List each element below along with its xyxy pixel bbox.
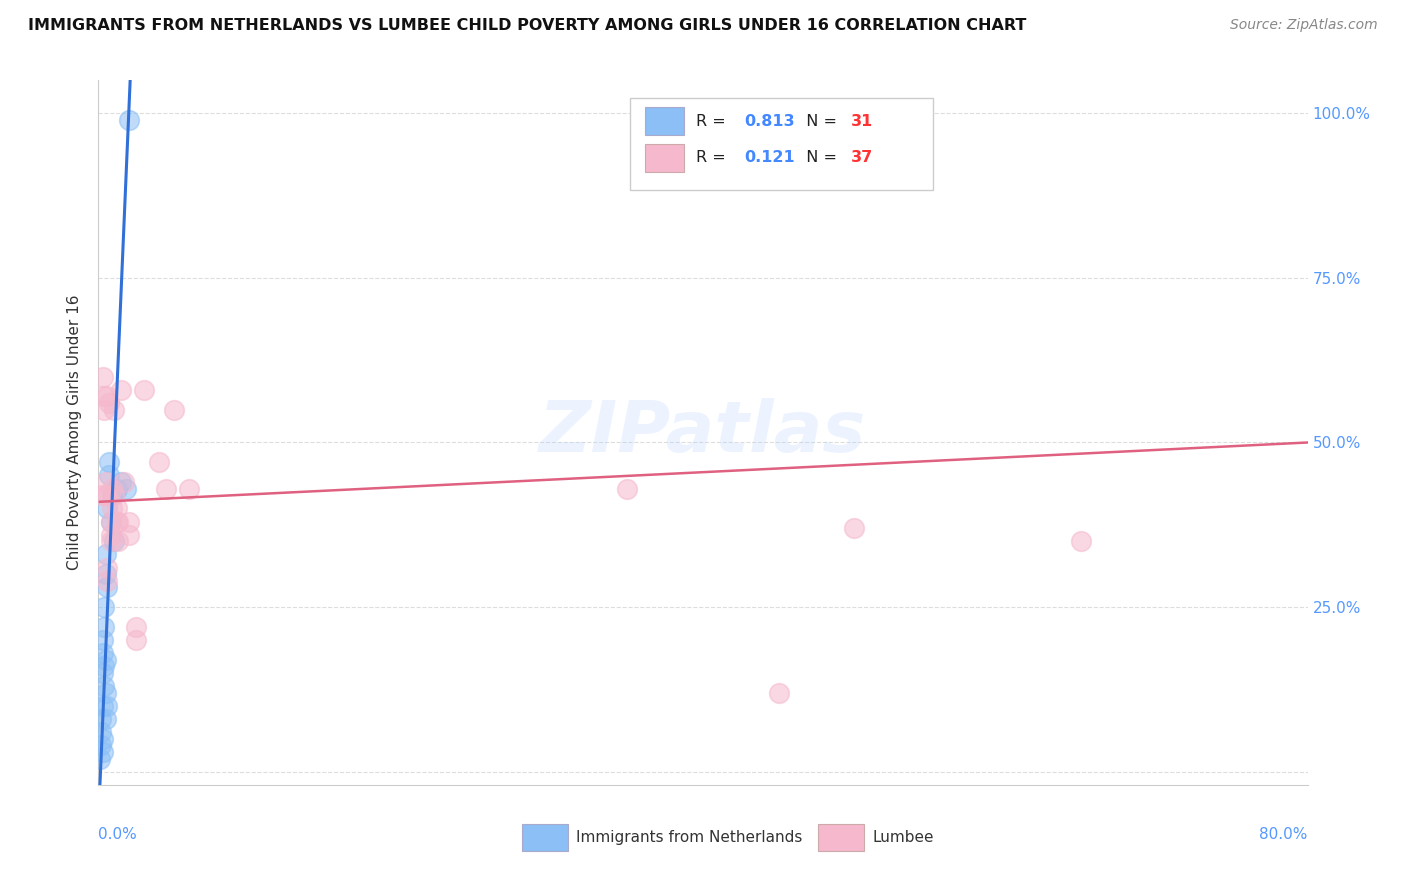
Text: IMMIGRANTS FROM NETHERLANDS VS LUMBEE CHILD POVERTY AMONG GIRLS UNDER 16 CORRELA: IMMIGRANTS FROM NETHERLANDS VS LUMBEE CH… xyxy=(28,18,1026,33)
Point xyxy=(94,686,117,700)
Point xyxy=(89,751,111,765)
Point xyxy=(125,633,148,648)
Point xyxy=(100,515,122,529)
Text: Lumbee: Lumbee xyxy=(872,830,934,846)
Point xyxy=(101,501,124,516)
Bar xyxy=(818,824,863,851)
Point xyxy=(94,488,117,502)
Point xyxy=(98,396,121,410)
Text: 0.121: 0.121 xyxy=(744,150,794,165)
Point xyxy=(118,515,141,529)
Point xyxy=(101,482,124,496)
Point xyxy=(91,698,114,713)
Point xyxy=(103,402,125,417)
Text: 31: 31 xyxy=(851,113,873,128)
Point xyxy=(96,574,118,588)
Point xyxy=(148,455,170,469)
Point xyxy=(844,521,866,535)
Point xyxy=(94,653,117,667)
Bar xyxy=(645,144,683,172)
Point xyxy=(96,501,118,516)
Point xyxy=(110,383,132,397)
Point xyxy=(90,739,112,753)
Point xyxy=(90,725,112,739)
Point xyxy=(107,515,129,529)
Text: Source: ZipAtlas.com: Source: ZipAtlas.com xyxy=(1230,18,1378,32)
Point xyxy=(132,383,155,397)
Point xyxy=(93,600,115,615)
Point xyxy=(90,488,112,502)
Text: R =: R = xyxy=(696,150,731,165)
Point xyxy=(118,112,141,127)
Text: R =: R = xyxy=(696,113,731,128)
Text: 37: 37 xyxy=(851,150,873,165)
Point xyxy=(100,534,122,549)
Point xyxy=(91,745,114,759)
Point xyxy=(91,665,114,680)
Point xyxy=(105,482,128,496)
Point xyxy=(110,475,132,489)
Point xyxy=(100,527,122,541)
Text: Immigrants from Netherlands: Immigrants from Netherlands xyxy=(576,830,803,846)
Point xyxy=(101,488,124,502)
Point xyxy=(91,369,114,384)
Point xyxy=(103,534,125,549)
Point xyxy=(96,560,118,574)
Text: 0.0%: 0.0% xyxy=(98,827,138,842)
Point xyxy=(616,482,638,496)
Text: N =: N = xyxy=(796,113,842,128)
Point xyxy=(91,646,114,660)
Point xyxy=(93,389,115,403)
Point xyxy=(179,482,201,496)
Point xyxy=(90,712,112,726)
Point xyxy=(96,698,118,713)
Point xyxy=(155,482,177,496)
Point xyxy=(118,527,141,541)
Point xyxy=(96,389,118,403)
Bar xyxy=(522,824,568,851)
Y-axis label: Child Poverty Among Girls Under 16: Child Poverty Among Girls Under 16 xyxy=(67,295,83,570)
Point xyxy=(100,515,122,529)
Text: 80.0%: 80.0% xyxy=(1260,827,1308,842)
Point xyxy=(93,402,115,417)
Point xyxy=(94,548,117,562)
Point xyxy=(107,534,129,549)
Point xyxy=(98,455,121,469)
Point xyxy=(91,731,114,746)
Point xyxy=(125,620,148,634)
Point xyxy=(768,686,790,700)
FancyBboxPatch shape xyxy=(630,98,932,189)
Point xyxy=(105,515,128,529)
Bar xyxy=(645,107,683,136)
Point xyxy=(93,620,115,634)
Point xyxy=(163,402,186,417)
Point xyxy=(112,475,135,489)
Point xyxy=(103,488,125,502)
Point xyxy=(94,475,117,489)
Point xyxy=(93,679,115,693)
Text: N =: N = xyxy=(796,150,842,165)
Point xyxy=(114,482,136,496)
Point xyxy=(96,488,118,502)
Point xyxy=(94,712,117,726)
Text: 0.813: 0.813 xyxy=(744,113,794,128)
Point xyxy=(98,468,121,483)
Point xyxy=(1070,534,1092,549)
Point xyxy=(94,567,117,582)
Text: ZIPatlas: ZIPatlas xyxy=(540,398,866,467)
Point xyxy=(105,501,128,516)
Point xyxy=(91,633,114,648)
Point xyxy=(93,659,115,673)
Point xyxy=(96,581,118,595)
